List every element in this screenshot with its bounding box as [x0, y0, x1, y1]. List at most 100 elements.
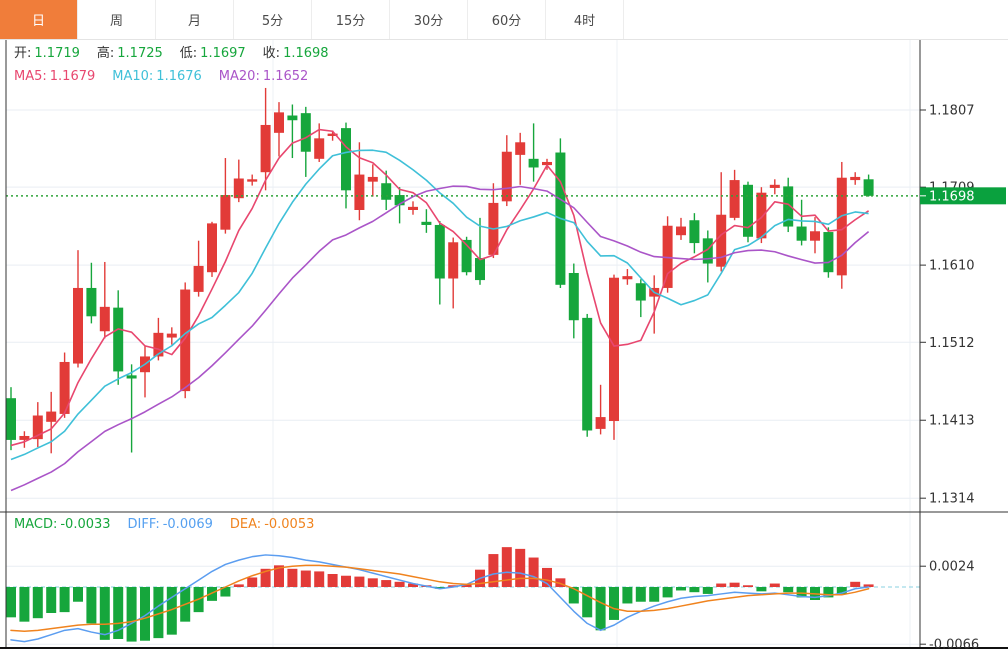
- ma10-label: MA10:: [112, 69, 154, 84]
- candle-body: [126, 375, 137, 379]
- macd-bar: [32, 587, 43, 619]
- candle-body: [863, 179, 874, 196]
- candle-body: [6, 398, 16, 440]
- diff-line: [10, 554, 870, 643]
- macd-bar: [314, 571, 325, 587]
- high-label: 高:: [96, 46, 115, 61]
- macd-bar: [609, 587, 619, 620]
- candle-body: [796, 226, 807, 241]
- candle-body: [86, 287, 97, 317]
- candle-body: [381, 183, 392, 200]
- candle-body: [327, 133, 338, 136]
- tab-4hour[interactable]: 4时: [546, 0, 624, 39]
- candle-body: [193, 265, 204, 292]
- ma5-label: MA5:: [14, 69, 47, 84]
- axis-tick-label: 1.1807: [929, 104, 975, 119]
- ma20-line: [10, 185, 870, 492]
- macd-bar: [461, 583, 472, 587]
- tab-weekly[interactable]: 周: [78, 0, 156, 39]
- candle-body: [113, 307, 124, 372]
- macd-bar: [434, 587, 445, 589]
- macd-bar: [113, 587, 124, 639]
- macd-value-readout: MACD: -0.0033: [14, 517, 111, 533]
- ma5-line: [10, 128, 870, 447]
- macd-value: -0.0033: [60, 517, 111, 532]
- high-value: 1.1725: [117, 46, 163, 61]
- candle-body: [756, 192, 767, 239]
- macd-bar: [769, 583, 780, 587]
- diff-value-readout: DIFF: -0.0069: [128, 517, 213, 533]
- candle-body: [810, 231, 820, 241]
- candle-body: [475, 258, 485, 281]
- candle-body: [367, 176, 378, 182]
- macd-bar: [555, 578, 566, 587]
- ma20-value: 1.1652: [262, 69, 309, 84]
- macd-readout: MACD: -0.0033 DIFF: -0.0069 DEA: -0.0053: [14, 517, 314, 533]
- price-badge-layer: 1.1698: [920, 187, 1006, 205]
- macd-bar: [635, 587, 646, 602]
- ma-readout: MA5: 1.1679 MA10: 1.1676 MA20: 1.1652: [14, 69, 308, 85]
- axis-tick-label: 1.1314: [929, 492, 975, 507]
- macd-bar: [662, 587, 673, 598]
- macd-bar: [850, 581, 861, 587]
- axis-tick-label: 1.1610: [929, 259, 975, 274]
- macd-bar: [46, 587, 57, 613]
- candle-body: [850, 176, 861, 181]
- candle-body: [622, 276, 633, 280]
- candle-body: [716, 214, 727, 267]
- ma20-label: MA20:: [218, 69, 260, 84]
- macd-bar: [756, 587, 767, 592]
- diff-value: -0.0069: [162, 517, 213, 532]
- candle-body: [153, 332, 164, 357]
- low-label: 低:: [179, 46, 198, 61]
- candle-body: [59, 361, 70, 414]
- candle-body: [434, 224, 445, 279]
- candlestick-chart[interactable]: 1.18071.17091.16101.15121.14131.13140.00…: [0, 40, 1008, 658]
- candle-body: [32, 415, 43, 440]
- candle-body: [341, 128, 351, 191]
- macd-bar: [542, 567, 552, 587]
- dea-label: DEA:: [229, 517, 262, 532]
- candle-body: [233, 178, 244, 199]
- dea-value-readout: DEA: -0.0053: [230, 517, 314, 533]
- macd-bar: [327, 574, 338, 587]
- tab-monthly[interactable]: 月: [156, 0, 234, 39]
- macd-bar: [408, 583, 418, 587]
- candle-body: [595, 417, 606, 429]
- axis-labels-layer: 1.18071.17091.16101.15121.14131.13140.00…: [920, 104, 979, 653]
- macd-bar: [743, 585, 753, 587]
- macd-bar: [381, 580, 392, 587]
- macd-bar: [73, 587, 83, 602]
- macd-bar: [823, 587, 834, 598]
- macd-bar: [140, 587, 150, 641]
- tab-60min[interactable]: 60分: [468, 0, 546, 39]
- last-price-badge: [920, 187, 1006, 205]
- macd-bar: [247, 577, 258, 587]
- candle-body: [823, 232, 834, 273]
- low-readout: 低: 1.1697: [180, 46, 246, 62]
- macd-bar: [99, 587, 110, 640]
- tab-30min[interactable]: 30分: [390, 0, 468, 39]
- macd-bar: [568, 587, 579, 604]
- candle-body: [260, 124, 271, 173]
- timeframe-tabbar: 日 周 月 5分 15分 30分 60分 4时: [0, 0, 1008, 40]
- macd-bar: [716, 583, 727, 587]
- macd-bar: [528, 557, 539, 587]
- macd-bar: [233, 584, 244, 587]
- macd-bar: [702, 587, 713, 594]
- macd-bar: [595, 587, 606, 631]
- macd-bar: [86, 587, 97, 624]
- tab-daily[interactable]: 日: [0, 0, 78, 39]
- macd-bar: [448, 585, 459, 587]
- macd-bar: [300, 570, 311, 587]
- candle-body: [702, 238, 713, 264]
- tab-5min[interactable]: 5分: [234, 0, 312, 39]
- macd-bar: [166, 587, 177, 635]
- candle-body: [635, 283, 646, 301]
- ma20-readout: MA20: 1.1652: [219, 69, 309, 85]
- candle-body: [582, 317, 593, 431]
- tab-15min[interactable]: 15分: [312, 0, 390, 39]
- macd-bar: [515, 548, 526, 587]
- last-price-badge-value: 1.1698: [929, 189, 975, 204]
- candle-body: [19, 435, 30, 440]
